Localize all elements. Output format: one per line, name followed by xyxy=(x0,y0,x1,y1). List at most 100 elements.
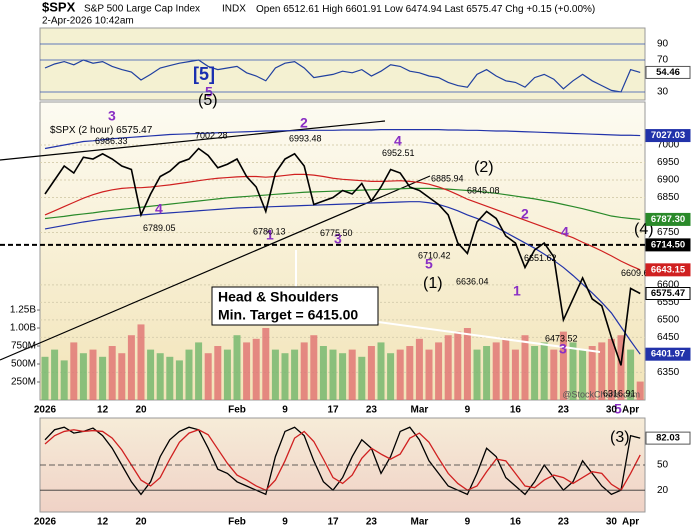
rsi-tick-label: 90 xyxy=(657,39,669,50)
x-tick-label: Apr xyxy=(622,517,639,528)
volume-bar xyxy=(118,353,126,400)
volume-bar xyxy=(627,349,635,400)
trendline xyxy=(0,120,386,161)
last-value-box xyxy=(645,212,691,226)
rsi-tick-label: 30 xyxy=(657,87,669,98)
volume-bar xyxy=(262,328,270,400)
quote-label: Last xyxy=(445,4,464,15)
volume-bar xyxy=(607,338,615,400)
volume-bar xyxy=(99,356,107,400)
volume-bar xyxy=(454,331,462,400)
x-tick-label: 30 xyxy=(606,517,618,528)
volume-bar xyxy=(579,349,587,400)
volume-bar xyxy=(588,346,596,400)
volume-bar xyxy=(617,335,625,400)
wave-label: (3) xyxy=(610,429,630,446)
point-label: 6845.08 xyxy=(467,186,500,196)
last-value-box xyxy=(645,287,691,301)
volume-bar xyxy=(396,349,404,400)
legend: $SPX (2 hour) 6575.47 xyxy=(50,125,153,136)
wave-label: (1) xyxy=(423,275,443,292)
x-tick-label: 16 xyxy=(510,517,522,528)
exchange: INDX xyxy=(222,4,246,15)
point-label: 6651.62 xyxy=(524,253,557,263)
x-tick-label: 9 xyxy=(465,405,471,416)
last-value-label: 6714.50 xyxy=(651,239,685,250)
wave-label: 4 xyxy=(394,133,402,149)
quote-value: 6474.94 xyxy=(406,4,443,15)
y-tick-label: 7000 xyxy=(657,140,680,151)
x-tick-label: 23 xyxy=(366,405,378,416)
wave-label: 3 xyxy=(559,341,567,357)
last-value-label: 82.03 xyxy=(656,433,680,444)
wave-label: 3 xyxy=(334,231,342,247)
volume-bar xyxy=(51,349,59,400)
x-tick-label: Feb xyxy=(228,517,246,528)
volume-bar xyxy=(463,328,471,400)
volume-bar xyxy=(271,349,279,400)
point-label: 6986.33 xyxy=(95,136,128,146)
volume-bar xyxy=(108,346,116,400)
point-label: 6710.42 xyxy=(418,251,451,261)
point-label: 6636.04 xyxy=(456,277,489,287)
volume-bar xyxy=(185,349,193,400)
volume-bar xyxy=(41,356,49,400)
quote-value: +0.15 (+0.00%) xyxy=(526,4,595,15)
volume-tick-label: 500M xyxy=(11,359,36,370)
x-tick-label: 12 xyxy=(97,517,109,528)
volume-bar xyxy=(559,331,567,400)
callout: Min. Target = 6415.00 xyxy=(218,307,358,323)
trendline xyxy=(0,175,431,361)
point-label: 6885.94 xyxy=(431,173,464,183)
y-tick-label: 6900 xyxy=(657,175,680,186)
y-tick-label: 6500 xyxy=(657,315,680,326)
volume-bar xyxy=(223,349,231,400)
volume-bar xyxy=(415,338,423,400)
legend-name: $SPX (2 hour) xyxy=(50,125,113,136)
volume-tick-label: 1.25B xyxy=(10,305,36,316)
volume-bar xyxy=(214,346,222,400)
volume-tick-label: 750M xyxy=(11,341,36,352)
volume-bar xyxy=(425,349,433,400)
y-tick-label: 6350 xyxy=(657,367,680,378)
pointer xyxy=(377,321,601,353)
x-tick-label: 16 xyxy=(510,405,522,416)
last-value-box xyxy=(645,263,691,277)
volume-bar xyxy=(243,342,251,400)
quote-label: Open xyxy=(256,4,280,15)
quote-value: 6512.61 xyxy=(283,4,320,15)
volume-bar xyxy=(204,353,212,400)
wave-label: [5] xyxy=(193,64,215,84)
y-tick-label: 6950 xyxy=(657,157,680,168)
overlay-line xyxy=(44,129,641,150)
last-value-label: 6643.15 xyxy=(651,264,686,275)
date: 2-Apr-2026 10:42am xyxy=(42,16,134,27)
wave-label: (2) xyxy=(474,159,494,176)
volume-bar xyxy=(521,335,529,400)
x-tick-label: Mar xyxy=(411,517,429,528)
overlay-line xyxy=(44,201,641,355)
x-tick-label: Mar xyxy=(411,405,429,416)
volume-bar xyxy=(540,342,548,400)
point-label: 6789.05 xyxy=(143,223,176,233)
last-value-label: 54.46 xyxy=(656,67,680,78)
last-value-box xyxy=(645,65,691,79)
point-label: 6993.48 xyxy=(289,134,322,144)
wave-label: 1 xyxy=(266,227,274,243)
y-tick-label: 6450 xyxy=(657,332,680,343)
volume-bar xyxy=(175,360,183,400)
volume-bar xyxy=(483,346,491,400)
x-tick-label: 9 xyxy=(282,405,288,416)
stoch-tick-label: 50 xyxy=(657,460,669,471)
volume-bar xyxy=(252,338,260,400)
quote: Open 6512.61 High 6601.91 Low 6474.94 La… xyxy=(256,4,595,15)
volume-bar xyxy=(166,356,174,400)
rsi-tick-label: 70 xyxy=(657,55,669,66)
overlay-line xyxy=(44,173,641,271)
volume-bar xyxy=(89,349,97,400)
x-tick-label: 23 xyxy=(366,517,378,528)
x-tick-label: 23 xyxy=(558,405,570,416)
quote-label: High xyxy=(322,4,343,15)
callout: Head & Shoulders xyxy=(218,289,339,305)
